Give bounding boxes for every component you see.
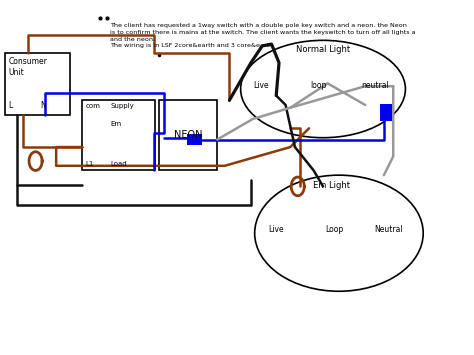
Text: Loop: Loop (325, 225, 343, 234)
Bar (380, 104, 393, 121)
Bar (82, 100, 155, 170)
Text: The wiring is in LSF 2core&earth and 3 core&earth: The wiring is in LSF 2core&earth and 3 c… (110, 43, 273, 48)
Text: Live: Live (268, 225, 283, 234)
Text: is to confirm there is mains at the switch. The client wants the keyswitch to tu: is to confirm there is mains at the swit… (110, 30, 416, 35)
Text: Neutral: Neutral (374, 225, 402, 234)
Text: Supply: Supply (110, 103, 134, 109)
Text: Live: Live (254, 81, 269, 90)
Text: L: L (9, 100, 13, 110)
Text: N: N (40, 100, 46, 110)
Bar (187, 134, 202, 145)
Text: NEON: NEON (174, 130, 202, 140)
Text: Normal Light: Normal Light (296, 45, 350, 54)
Text: loop: loop (310, 81, 327, 90)
Text: Consumer
Unit: Consumer Unit (9, 57, 47, 77)
Text: L1: L1 (85, 161, 93, 167)
Text: Load: Load (110, 161, 127, 167)
Bar (5, 54, 70, 115)
Text: com: com (85, 103, 100, 109)
Text: The client has requested a 1way switch with a double pole key switch and a neon.: The client has requested a 1way switch w… (110, 23, 407, 28)
Text: Em Light: Em Light (313, 181, 350, 190)
Text: neutral: neutral (361, 81, 389, 90)
Text: and the neon.: and the neon. (110, 37, 155, 42)
Bar (159, 100, 217, 170)
Text: Em: Em (110, 121, 122, 127)
